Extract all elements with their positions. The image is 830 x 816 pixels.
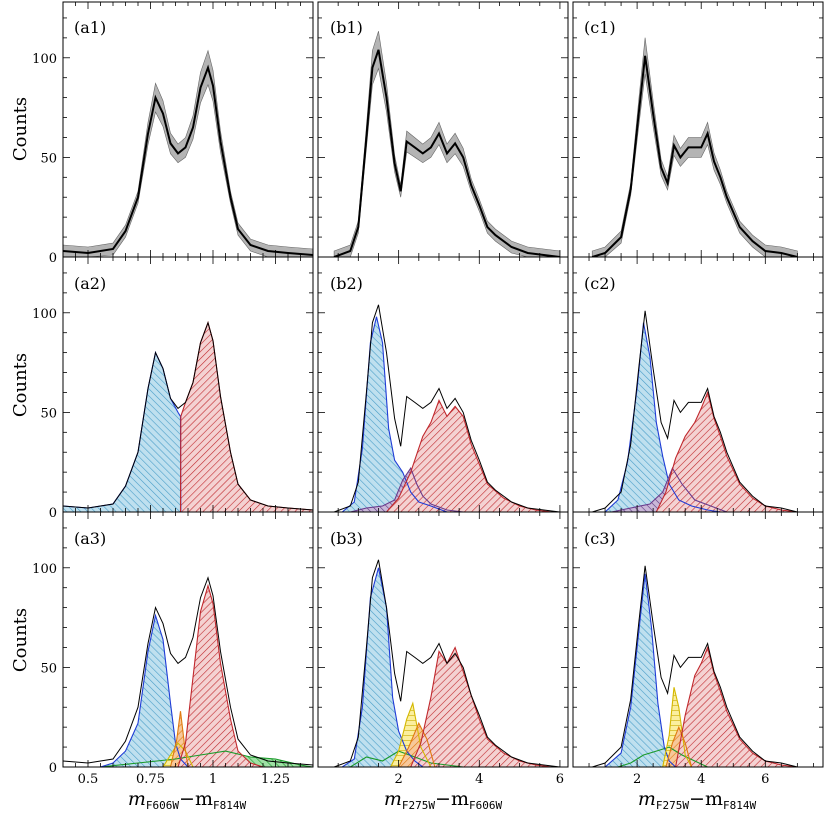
series-b2-total: [333, 304, 560, 512]
ytick-label-a3: 0: [49, 761, 57, 776]
ylabel-row1: Counts: [10, 97, 31, 161]
panel-label-a1: (a1): [74, 18, 106, 37]
frame-b3: [317, 511, 569, 768]
series-c3-red-fill: [675, 647, 798, 767]
series-c3-orange-outline: [665, 725, 693, 767]
series-c2-red-outline: [655, 390, 798, 512]
panel-b1: [317, 1, 569, 258]
series-b3-green-outline: [350, 750, 464, 767]
panel-b3: 2 4 6: [317, 511, 569, 787]
ytick-label-a2: 100: [32, 307, 57, 322]
series-c3-blue-fill: [605, 573, 676, 767]
series-c3-green-outline: [617, 746, 708, 767]
panel-a1: 0 50 100: [32, 1, 314, 266]
series-c2-red-fill: [656, 392, 798, 512]
series-b2-purple-outline: [350, 467, 464, 512]
frame-c1: [572, 1, 824, 258]
xtick-label-c3: 6: [761, 772, 769, 787]
series-a2-total: [63, 321, 313, 511]
ytick-label-a1: 0: [49, 251, 57, 266]
ytick-label-a2: 50: [40, 406, 57, 421]
series-b1-total: [333, 49, 561, 257]
series-c3-total: [592, 565, 798, 767]
ytick-label-a1: 50: [40, 151, 57, 166]
ytick-label-a3: 100: [32, 562, 57, 577]
series-b3-total: [333, 559, 560, 767]
xtick-label-c3: 2: [633, 772, 641, 787]
panel-label-b3: (b3): [330, 529, 363, 548]
series-a1-uncertainty-band: [63, 49, 313, 257]
series-a3-red-fill: [178, 585, 263, 767]
panel-label-c3: (c3): [584, 529, 616, 548]
xtick-label-a3: 0.75: [136, 772, 165, 787]
ytick-label-a3: 50: [40, 661, 57, 676]
series-b3-red-outline: [410, 646, 552, 767]
panel-label-c1: (c1): [584, 18, 616, 37]
series-a1-total: [63, 64, 313, 256]
panel-label-a3: (a3): [74, 529, 106, 548]
panel-label-b2: (b2): [330, 274, 363, 293]
ylabel-row3: Counts: [10, 608, 31, 672]
series-a3-blue-fill: [100, 615, 188, 767]
series-b3-yellow-outline: [390, 701, 432, 767]
xlabel-col-b: mF275W−mF606W: [384, 788, 503, 812]
ytick-label-a2: 0: [49, 506, 57, 521]
panel-c3: 2 4 6: [572, 511, 824, 787]
xtick-label-b3: 2: [395, 772, 403, 787]
xtick-label-a3: 0.5: [78, 772, 99, 787]
series-a3-orange-outline: [169, 711, 189, 767]
xtick-label-c3: 4: [697, 772, 705, 787]
panel-label-a2: (a2): [74, 274, 106, 293]
xlabel-col-a: mF606W−mF814W: [128, 788, 247, 812]
series-a3-blue-outline: [100, 613, 189, 767]
series-c1-total: [591, 55, 798, 257]
panel-a2: 0 50 100: [32, 256, 314, 521]
xtick-label-a3: 1: [209, 772, 217, 787]
series-b2-blue-outline: [341, 316, 448, 512]
series-b3-blue-fill: [342, 567, 423, 767]
ytick-label-a1: 100: [32, 52, 57, 67]
frame-b1: [317, 1, 569, 258]
panel-a3: 0 50 100 0.5 0.75 1 1.25: [32, 511, 314, 787]
xtick-label-b3: 6: [556, 772, 564, 787]
panel-label-b1: (b1): [330, 18, 363, 37]
series-a2-blue-fill: [63, 352, 181, 512]
frame-c3: [572, 511, 824, 768]
series-c3-yellow-outline: [662, 687, 693, 767]
series-b3-red-fill: [410, 647, 552, 767]
ylabel-row2: Counts: [10, 353, 31, 417]
series-a3-red-outline: [177, 583, 264, 767]
series-b2-red-fill: [386, 400, 552, 512]
panel-label-c2: (c2): [584, 274, 616, 293]
xtick-label-a3: 1.25: [261, 772, 290, 787]
xlabel-col-c: mF275W−mF814W: [638, 788, 757, 812]
series-a2-red-fill: [180, 322, 313, 512]
series-c2-total: [592, 310, 798, 512]
xtick-label-b3: 4: [475, 772, 483, 787]
series-c2-blue-fill: [605, 322, 721, 512]
series-b3-orange-outline: [398, 721, 436, 767]
panel-b2: [317, 256, 569, 513]
series-b2-blue-fill: [342, 316, 447, 512]
panel-c2: [572, 256, 824, 513]
series-c3-blue-outline: [604, 573, 676, 767]
series-a3-yellow-outline: [162, 742, 194, 767]
panel-c1: [572, 1, 824, 258]
series-b1-uncertainty-band: [333, 31, 561, 257]
series-a3-total: [63, 576, 313, 766]
